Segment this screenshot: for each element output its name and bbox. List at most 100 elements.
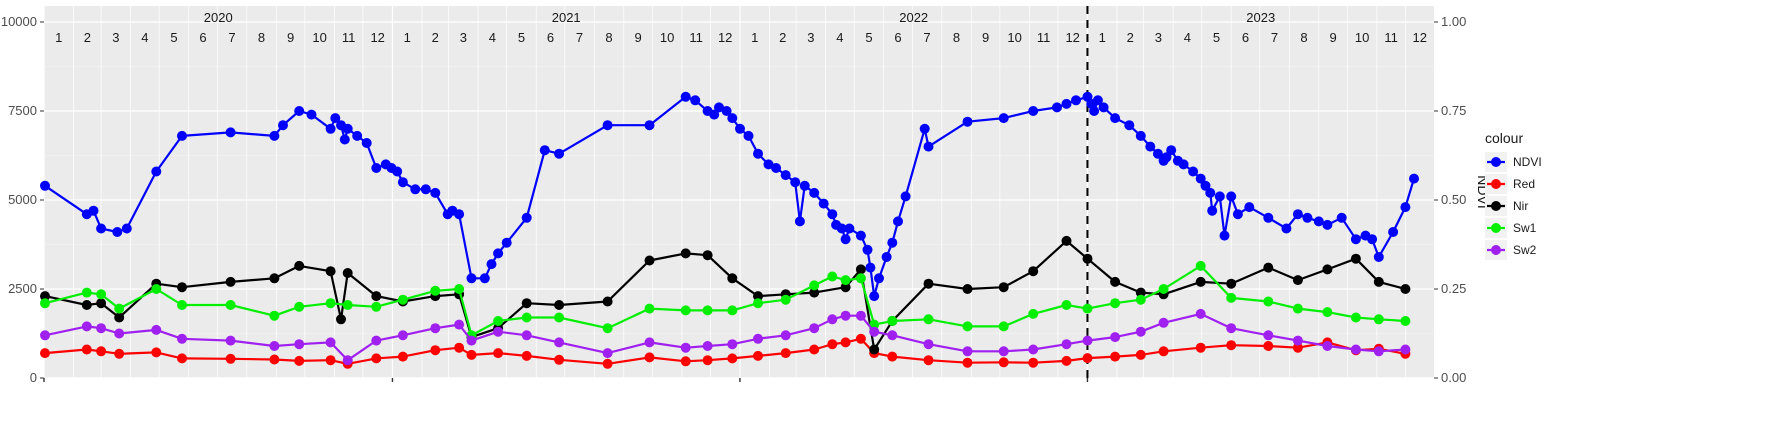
data-point-ndvi [1219, 230, 1230, 241]
legend-key-point [1491, 157, 1501, 167]
data-point-ndvi [225, 127, 236, 138]
data-point-sw1 [1158, 284, 1169, 294]
month-label: 1 [751, 30, 758, 45]
left-axis-tick-label: 0 [30, 370, 37, 385]
data-point-ndvi [709, 109, 720, 120]
data-point-ndvi [88, 205, 99, 216]
left-axis-tick-label: 5000 [8, 192, 37, 207]
legend-key-point [1491, 245, 1501, 255]
data-point-ndvi [1244, 202, 1255, 213]
data-point-ndvi [602, 120, 613, 131]
data-point-sw1 [294, 301, 305, 312]
month-label: 8 [1300, 30, 1307, 45]
year-label: 2023 [1246, 10, 1275, 25]
month-label: 1 [1099, 30, 1106, 45]
data-point-red [998, 357, 1009, 368]
data-point-ndvi [855, 230, 866, 241]
data-point-ndvi [714, 102, 724, 113]
data-point-ndvi [840, 234, 851, 245]
data-point-ndvi [893, 216, 903, 227]
data-point-ndvi [809, 187, 820, 198]
data-point-ndvi [727, 113, 738, 124]
month-label: 7 [1271, 30, 1278, 45]
series-nir [40, 235, 1411, 355]
data-point-sw1 [114, 303, 125, 314]
data-point-ndvi [790, 177, 801, 188]
data-point-red [780, 348, 791, 359]
data-point-sw2 [1322, 341, 1333, 351]
data-point-ndvi [1195, 173, 1206, 184]
data-point-ndvi [1092, 95, 1103, 106]
data-point-nir [1195, 276, 1206, 287]
data-point-ndvi [919, 123, 930, 134]
data-point-sw2 [81, 321, 92, 332]
legend-key-point [1491, 179, 1501, 189]
month-label: 9 [982, 30, 989, 45]
data-point-ndvi [1124, 120, 1135, 131]
data-point-ndvi [1302, 212, 1313, 223]
data-point-ndvi [1071, 95, 1081, 106]
data-point-sw1 [887, 316, 898, 326]
data-point-sw2 [1082, 335, 1093, 346]
month-label: 6 [199, 30, 206, 45]
data-point-sw2 [554, 337, 565, 348]
data-point-ndvi [342, 123, 353, 134]
month-label: 7 [576, 30, 583, 45]
data-point-sw1 [269, 310, 280, 321]
data-point-sw1 [1110, 298, 1121, 309]
data-point-sw1 [1292, 303, 1303, 314]
data-point-red [1292, 342, 1303, 353]
data-point-sw2 [342, 355, 353, 366]
data-point-sw1 [151, 284, 162, 294]
year-label: 2021 [552, 10, 581, 25]
left-axis-tick-label: 2500 [8, 281, 37, 296]
data-point-ndvi [554, 148, 565, 159]
data-point-ndvi [1207, 205, 1218, 216]
data-point-red [177, 353, 187, 364]
data-point-sw1 [780, 294, 791, 305]
data-point-red [840, 337, 851, 348]
year-label: 2022 [899, 10, 928, 25]
data-point-sw2 [753, 333, 763, 344]
data-point-sw1 [397, 294, 408, 305]
data-point-sw2 [780, 330, 791, 341]
data-point-nir [962, 284, 973, 294]
data-point-sw1 [81, 287, 92, 298]
data-point-sw1 [809, 280, 820, 291]
month-label: 4 [141, 30, 148, 45]
data-point-sw2 [1373, 346, 1384, 357]
data-point-sw2 [962, 346, 973, 357]
data-point-ndvi [1135, 130, 1146, 141]
data-point-ndvi [1178, 159, 1189, 170]
data-point-sw2 [371, 335, 382, 346]
data-point-ndvi [361, 138, 372, 148]
data-point-ndvi [1110, 113, 1121, 124]
data-point-ndvi [325, 123, 336, 134]
data-point-sw2 [325, 337, 336, 348]
data-point-nir [371, 291, 382, 302]
legend-label: Sw2 [1513, 243, 1537, 257]
data-point-red [466, 349, 477, 360]
data-point-nir [554, 300, 565, 310]
data-point-red [294, 355, 305, 366]
month-label: 2 [779, 30, 786, 45]
series-sw1 [40, 260, 1411, 341]
data-point-nir [1082, 253, 1093, 264]
data-point-red [1110, 351, 1121, 362]
month-label: 6 [547, 30, 554, 45]
data-point-sw1 [727, 305, 738, 316]
data-point-sw1 [827, 271, 838, 282]
legend-label: Nir [1513, 199, 1528, 213]
data-point-sw2 [923, 339, 934, 350]
data-point-red [1135, 349, 1146, 360]
data-point-ndvi [371, 163, 382, 173]
month-label: 9 [634, 30, 641, 45]
data-point-red [1028, 357, 1039, 368]
data-point-sw2 [1061, 339, 1072, 350]
data-point-ndvi [352, 130, 363, 141]
data-point-ndvi [1373, 252, 1384, 262]
data-point-nir [1226, 278, 1237, 289]
data-point-ndvi [430, 187, 441, 198]
data-point-nir [809, 287, 820, 298]
